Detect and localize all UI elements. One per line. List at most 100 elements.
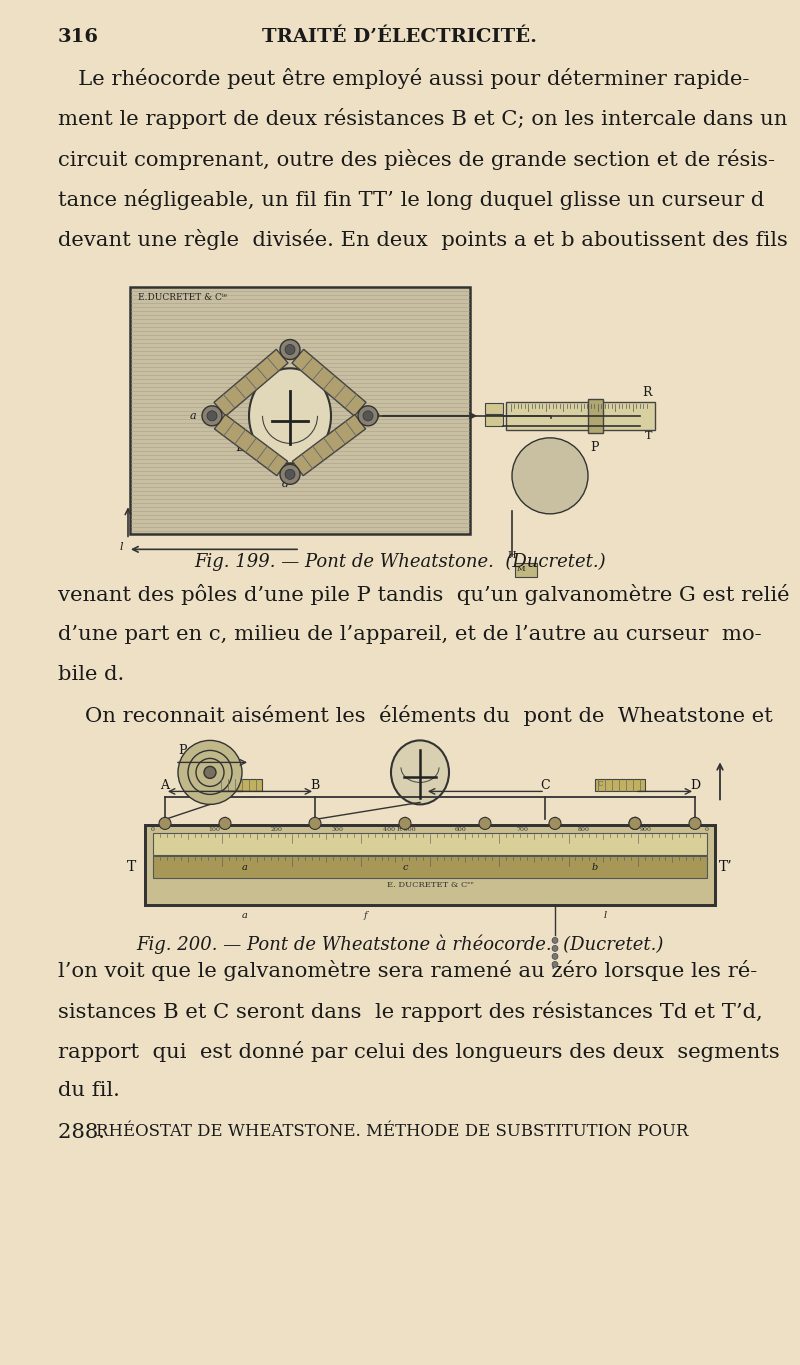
Text: G: G — [428, 751, 437, 760]
Circle shape — [535, 461, 565, 491]
Text: venant des pôles d’une pile P tandis  qu’un galvanomètre G est relié: venant des pôles d’une pile P tandis qu’… — [58, 584, 790, 605]
Text: B: B — [235, 441, 244, 453]
Text: l: l — [603, 912, 606, 920]
Circle shape — [544, 470, 556, 482]
Text: 0: 0 — [705, 827, 709, 833]
Text: E. DUCRETET & Cᵉᵉ: E. DUCRETET & Cᵉᵉ — [386, 882, 474, 890]
Text: P: P — [178, 744, 186, 758]
Circle shape — [358, 405, 378, 426]
Circle shape — [552, 953, 558, 960]
Text: tance négligeable, un fil fin TT’ le long duquel glisse un curseur d: tance négligeable, un fil fin TT’ le lon… — [58, 188, 764, 210]
Circle shape — [309, 818, 321, 830]
Text: devant une règle  divisée. En deux  points a et b aboutissent des fils: devant une règle divisée. En deux points… — [58, 229, 788, 250]
Text: B: B — [222, 781, 227, 789]
Text: A: A — [160, 779, 169, 793]
Text: l’on voit que le galvanomètre sera ramené au zéro lorsque les ré-: l’on voit que le galvanomètre sera ramen… — [58, 961, 758, 981]
Polygon shape — [293, 415, 366, 475]
Text: 300: 300 — [332, 827, 344, 833]
Circle shape — [285, 470, 295, 479]
Text: f: f — [363, 912, 367, 920]
Text: l: l — [120, 542, 123, 553]
Text: C: C — [325, 386, 334, 399]
Circle shape — [178, 740, 242, 804]
Bar — [506, 401, 655, 430]
Bar — [145, 826, 715, 905]
Text: d: d — [282, 479, 289, 489]
Text: sistances B et C seront dans  le rapport des résistances Td et T’d,: sistances B et C seront dans le rapport … — [58, 1001, 762, 1021]
Text: 0: 0 — [151, 827, 155, 833]
Circle shape — [202, 405, 222, 426]
Text: du fil.: du fil. — [58, 1081, 120, 1100]
Text: a: a — [242, 864, 248, 872]
Text: a: a — [190, 411, 197, 420]
Text: Fig. 200. — Pont de Wheatstone à rhéocorde.  (Ducretet.): Fig. 200. — Pont de Wheatstone à rhéocor… — [136, 935, 664, 954]
Bar — [485, 403, 503, 415]
Text: bile d.: bile d. — [58, 665, 124, 684]
Circle shape — [285, 344, 295, 355]
Text: On reconnait aisément les  éléments du  pont de  Wheatstone et: On reconnait aisément les éléments du po… — [58, 706, 773, 726]
Bar — [588, 399, 603, 433]
Ellipse shape — [391, 740, 449, 804]
Bar — [595, 779, 645, 792]
Text: a: a — [242, 912, 248, 920]
Text: T’: T’ — [719, 860, 733, 875]
Circle shape — [629, 818, 641, 830]
Circle shape — [363, 411, 373, 420]
Text: 288.: 288. — [58, 1123, 112, 1143]
Text: D: D — [690, 779, 700, 793]
Text: b: b — [373, 411, 380, 420]
Text: R: R — [642, 386, 651, 399]
Circle shape — [629, 818, 641, 830]
Text: A: A — [235, 386, 244, 399]
Circle shape — [159, 818, 171, 830]
Polygon shape — [214, 349, 288, 416]
Text: RHÉOSTAT DE WHEATSTONE. MÉTHODE DE SUBSTITUTION POUR: RHÉOSTAT DE WHEATSTONE. MÉTHODE DE SUBST… — [96, 1123, 688, 1141]
Circle shape — [280, 464, 300, 485]
Text: E.DUCRETET & Cⁱᵉ: E.DUCRETET & Cⁱᵉ — [138, 293, 227, 302]
Ellipse shape — [249, 369, 331, 463]
Bar — [153, 834, 707, 856]
Text: 100: 100 — [209, 827, 221, 833]
Circle shape — [549, 818, 561, 830]
Text: d’une part en c, milieu de l’appareil, et de l’autre au curseur  mo-: d’une part en c, milieu de l’appareil, e… — [58, 625, 762, 644]
Text: TRAITÉ D’ÉLECTRICITÉ.: TRAITÉ D’ÉLECTRICITÉ. — [262, 29, 538, 46]
Text: Le rhéocorde peut être employé aussi pour déterminer rapide-: Le rhéocorde peut être employé aussi pou… — [58, 68, 750, 89]
Circle shape — [512, 438, 588, 513]
Circle shape — [552, 938, 558, 943]
Circle shape — [524, 450, 576, 502]
Text: 200: 200 — [270, 827, 282, 833]
Bar — [145, 826, 715, 905]
Text: rapport  qui  est donné par celui des longueurs des deux  segments: rapport qui est donné par celui des long… — [58, 1041, 780, 1062]
Text: Fig. 199. — Pont de Wheatstone.  (Ducretet.): Fig. 199. — Pont de Wheatstone. (Ducrete… — [194, 553, 606, 571]
Circle shape — [399, 818, 411, 830]
Circle shape — [552, 961, 558, 968]
Text: C: C — [598, 781, 603, 789]
Text: D: D — [325, 441, 335, 453]
Bar — [218, 779, 262, 792]
Bar — [130, 288, 470, 534]
Text: ment le rapport de deux résistances B et C; on les intercale dans un: ment le rapport de deux résistances B et… — [58, 108, 787, 130]
Text: B: B — [310, 779, 319, 793]
Text: T: T — [127, 860, 136, 875]
Text: H: H — [507, 551, 516, 560]
Circle shape — [204, 766, 216, 778]
Bar — [485, 415, 503, 426]
Bar — [153, 856, 707, 879]
Circle shape — [188, 751, 232, 794]
Text: 316: 316 — [58, 29, 99, 46]
Circle shape — [280, 340, 300, 359]
Circle shape — [479, 818, 491, 830]
Bar — [515, 562, 537, 577]
Text: 700: 700 — [516, 827, 528, 833]
Text: b: b — [592, 864, 598, 872]
Circle shape — [689, 818, 701, 830]
Polygon shape — [214, 415, 288, 475]
Polygon shape — [292, 349, 366, 416]
Text: C: C — [540, 779, 550, 793]
Text: 600: 600 — [455, 827, 466, 833]
Circle shape — [219, 818, 231, 830]
Text: G: G — [296, 426, 306, 438]
Text: 800: 800 — [578, 827, 590, 833]
Text: T: T — [645, 431, 652, 441]
Circle shape — [196, 759, 224, 786]
